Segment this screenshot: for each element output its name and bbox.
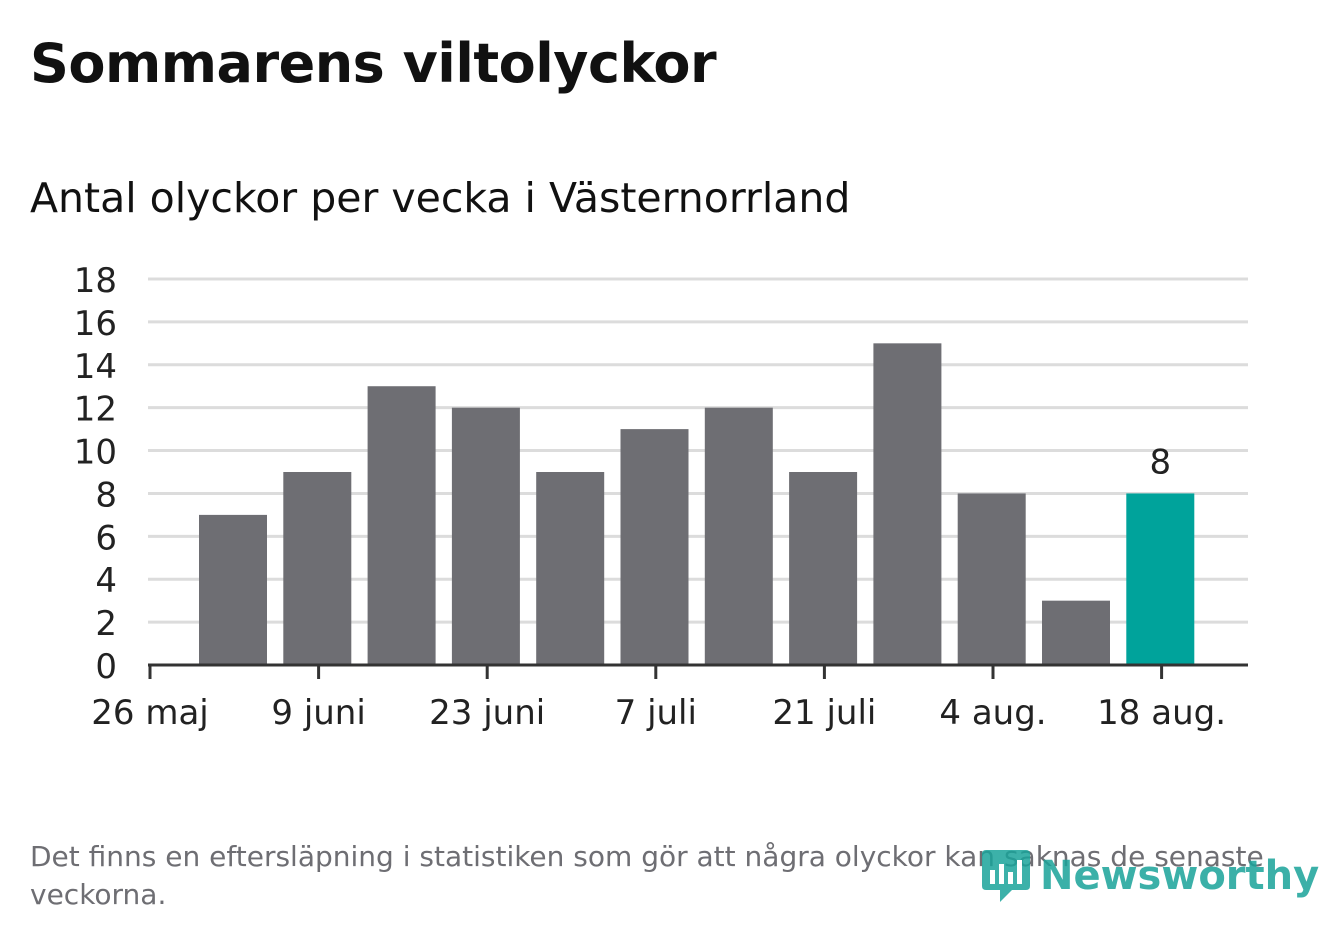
bar [1042,600,1110,665]
chart-title: Sommarens viltolyckor [30,32,717,95]
bar [536,472,605,665]
y-tick-label: 8 [95,475,117,515]
x-tick-label: 23 juni [429,693,545,733]
bar [451,407,520,665]
y-tick-label: 4 [95,561,117,601]
newsworthy-logo-icon [980,846,1032,906]
chart-subtitle: Antal olyckor per vecka i Västernorrland [30,174,851,222]
y-tick-label: 14 [74,347,117,387]
y-tick-label: 6 [95,518,117,558]
y-tick-label: 10 [74,433,117,473]
bar [789,472,858,665]
bar [957,493,1026,665]
x-tick-label: 7 juli [615,693,697,733]
x-tick-label: 26 maj [91,693,208,733]
newsworthy-logo: Newsworthy [980,846,1319,906]
data-label: 8 [1149,442,1171,482]
bar [199,514,267,665]
x-tick-label: 9 juni [271,693,365,733]
y-tick-label: 18 [74,261,117,301]
bar [873,343,942,665]
x-tick-label: 4 aug. [939,693,1046,733]
bar [283,472,352,665]
brand-name: Newsworthy [1040,853,1320,899]
bar [704,407,773,665]
x-tick-label: 18 aug. [1097,693,1226,733]
y-tick-label: 16 [74,304,117,344]
y-tick-label: 0 [95,647,117,687]
bar [367,386,436,665]
bar [1126,493,1195,665]
y-tick-label: 12 [74,390,117,430]
footnote: Det finns en eftersläpning i statistiken… [30,840,1264,911]
x-tick-label: 21 juli [772,693,876,733]
bar [620,429,689,665]
y-tick-label: 2 [95,604,117,644]
